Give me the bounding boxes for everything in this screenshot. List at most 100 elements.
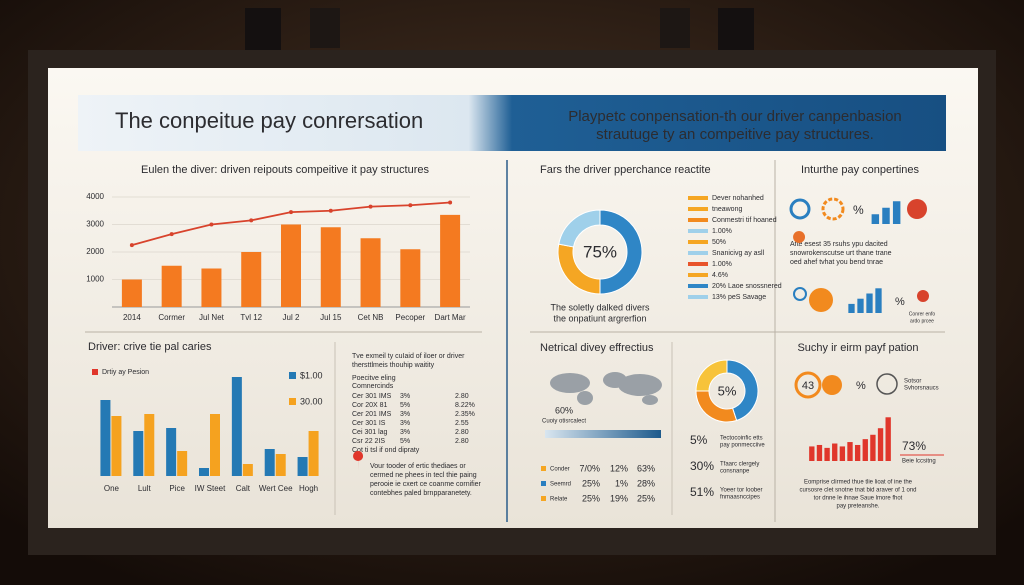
map: [550, 372, 662, 405]
note-label: 1.00%: [712, 228, 732, 235]
line-point: [408, 203, 413, 208]
icon: [822, 375, 842, 395]
x-tick-label: Calt: [236, 484, 251, 493]
bar: [816, 444, 823, 461]
note-line: pay ponmecciive: [720, 443, 765, 449]
x-tick-label: Tvl 12: [240, 313, 262, 322]
table-cell: Cer 301 IS: [352, 420, 386, 427]
row-cell: 25%: [582, 493, 600, 503]
y-tick-label: 2000: [86, 247, 104, 256]
row-cell: 28%: [637, 478, 655, 488]
note-swatch: [688, 295, 708, 299]
table-cell: Cor 20X 81: [352, 402, 388, 409]
title: The conpeitue pay conrersation: [115, 108, 423, 133]
row-swatch: [541, 496, 546, 501]
note-label: 4.6%: [712, 272, 728, 279]
bar: [824, 447, 830, 461]
globe-icon: [876, 373, 898, 395]
bar: [100, 400, 111, 476]
row-cell: 63%: [637, 463, 655, 473]
globe-line: Svhorsnaucs: [904, 386, 939, 392]
note-label: 50%: [712, 239, 726, 246]
bar: [111, 416, 122, 476]
note-line: Yoeer tor loober: [720, 488, 762, 494]
percent: %: [895, 296, 905, 308]
icon: [794, 371, 822, 399]
bar: [400, 249, 421, 307]
icon: [809, 288, 833, 312]
table-cell: 2.80: [455, 393, 469, 400]
bar: [857, 298, 864, 313]
intro-line: thersttlmeis thouhip waitity: [352, 362, 435, 369]
note-value: 5%: [690, 433, 708, 447]
y-tick-label: 4000: [86, 192, 104, 201]
table-cell: 8.22%: [455, 402, 475, 409]
note-swatch: [688, 273, 708, 277]
bar: [297, 457, 308, 476]
chart-title: Eulen the diver: driven reipouts compeit…: [141, 164, 429, 176]
x-tick-label: Jul 2: [283, 313, 300, 322]
table-cell: 3%: [400, 411, 410, 418]
note-line: consnanpe: [720, 469, 750, 475]
line-point: [368, 204, 373, 209]
note-line: contebhes paled brnpparanetety.: [370, 490, 472, 497]
body-line: tor dnne le ihnae Saue lmore fhot: [814, 496, 903, 502]
table-cell: 2.35%: [455, 411, 475, 418]
table-cell: 3%: [400, 429, 410, 436]
icon: [821, 197, 845, 221]
bar: [440, 214, 461, 307]
x-tick-label: Pice: [169, 484, 185, 493]
note-line: fnmaasnccipes: [720, 495, 760, 501]
bar: [264, 449, 275, 476]
bar: [882, 207, 890, 224]
panel-title: Suchy ir eirm payf pation: [797, 342, 918, 354]
percent: %: [853, 203, 864, 217]
x-tick-label: Hogh: [299, 484, 318, 493]
bar: [885, 417, 891, 461]
row-cell: 7/0%: [579, 463, 600, 473]
legend-label: $1.00: [300, 370, 323, 380]
map-value: 60%: [555, 405, 573, 415]
bar: [177, 451, 188, 476]
bar: [241, 252, 262, 307]
row-cell: 25%: [582, 478, 600, 488]
note-label: 13% peS Savage: [712, 294, 766, 301]
subtitle: strautuge ty an compeitive pay structure…: [596, 126, 874, 143]
note-swatch: [688, 196, 708, 200]
panel-title: Netrical divey effrectius: [540, 342, 654, 354]
note-label: tneawong: [712, 206, 742, 213]
y-tick-label: 1000: [86, 275, 104, 284]
note-label: 20% Laoe snossnered: [712, 283, 782, 290]
icon: [917, 290, 929, 302]
globe-line: Sotsor: [904, 379, 921, 385]
bar: [854, 444, 861, 461]
x-tick-label: Cet NB: [358, 313, 384, 322]
x-tick-label: One: [104, 484, 120, 493]
bar: [832, 443, 838, 461]
bar: [166, 428, 177, 476]
bar: [242, 464, 253, 476]
bar: [862, 439, 868, 461]
x-tick-label: 2014: [123, 313, 141, 322]
bar: [121, 279, 142, 307]
note-value: 30%: [690, 459, 714, 473]
row-cell: 1%: [615, 478, 628, 488]
strip-label: Cuoiy otisrcalect: [542, 419, 586, 425]
table-cell: 3%: [400, 393, 410, 400]
line-point: [289, 210, 293, 215]
pin-icon: [353, 451, 364, 471]
body-line: Eomprise clirmed thue tlie lioat of ine …: [804, 480, 913, 486]
caption: The soletly dalked divers: [550, 302, 650, 312]
bar: [275, 454, 286, 476]
line-point: [209, 222, 214, 227]
table-cell: 3%: [400, 420, 410, 427]
bar: [199, 468, 209, 476]
note-label: Snanicivg ay asll: [712, 250, 765, 257]
bar: [201, 268, 222, 307]
x-tick-label: Cormer: [158, 313, 185, 322]
bar: [848, 303, 855, 313]
icon: [789, 198, 811, 220]
subtitle: Playpetc conpensation-th our driver canp…: [568, 108, 902, 125]
